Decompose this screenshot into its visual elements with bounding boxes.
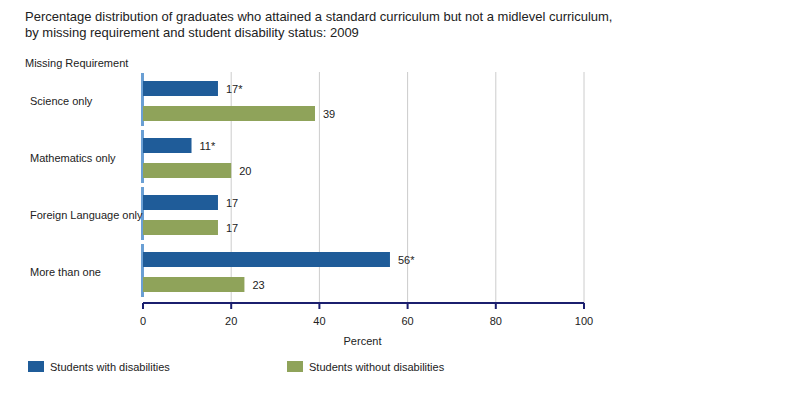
data-label: 17 xyxy=(226,222,238,234)
data-label: 23 xyxy=(252,279,264,291)
bar xyxy=(143,195,218,210)
bar xyxy=(143,163,231,178)
category-label: Mathematics only xyxy=(30,152,116,164)
x-tick-label: 40 xyxy=(313,315,325,327)
legend-label: Students with disabilities xyxy=(50,361,170,373)
x-axis-label: Percent xyxy=(344,335,382,347)
x-tick xyxy=(407,303,409,309)
x-tick xyxy=(495,303,497,309)
x-tick xyxy=(142,303,144,309)
legend-swatch xyxy=(287,361,303,372)
x-tick-label: 80 xyxy=(490,315,502,327)
data-labels: 17* 11* 17 56* 39 20 17 23 xyxy=(200,83,416,291)
x-tick xyxy=(318,303,320,309)
bar xyxy=(143,81,218,96)
category-label: Science only xyxy=(30,95,93,107)
bar xyxy=(143,138,192,153)
legend-label: Students without disabilities xyxy=(309,361,445,373)
x-tick xyxy=(230,303,232,309)
bar xyxy=(143,277,244,292)
data-label: 17* xyxy=(226,83,243,95)
legend-swatch xyxy=(28,361,44,372)
x-tick-label: 100 xyxy=(575,315,593,327)
y-axis-label: Missing Requirement xyxy=(25,57,128,69)
chart-container: Percentage distribution of graduates who… xyxy=(0,0,800,409)
data-label: 17 xyxy=(226,197,238,209)
data-label: 56* xyxy=(398,254,415,266)
data-label: 11* xyxy=(200,140,216,152)
x-tick-label: 60 xyxy=(401,315,413,327)
x-tick xyxy=(583,303,585,309)
data-label: 20 xyxy=(239,165,251,177)
bar xyxy=(143,220,218,235)
x-tick-label: 0 xyxy=(140,315,146,327)
bar xyxy=(143,106,315,121)
grid-line xyxy=(495,72,496,303)
grid-line xyxy=(319,72,320,303)
grid-line xyxy=(407,72,408,303)
grid-line xyxy=(584,72,585,303)
category-label: More than one xyxy=(30,266,101,278)
chart-svg: Percentage distribution of graduates who… xyxy=(0,0,800,409)
title: Percentage distribution of graduates who… xyxy=(25,9,612,24)
x-axis-line xyxy=(143,302,584,304)
data-label: 39 xyxy=(323,108,335,120)
bars xyxy=(143,81,390,292)
x-tick-label: 20 xyxy=(225,315,237,327)
subtitle: by missing requirement and student disab… xyxy=(25,25,359,40)
bar xyxy=(143,252,390,267)
category-label: Foreign Language only xyxy=(30,209,143,221)
